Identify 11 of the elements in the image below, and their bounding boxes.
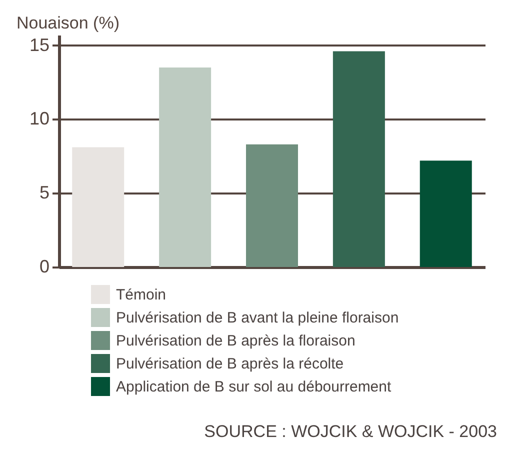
legend-label: Pulvérisation de B avant la pleine floraison <box>116 310 399 326</box>
source-note: SOURCE : WOJCIK & WOJCIK - 2003 <box>204 422 497 441</box>
y-tick-label: 10 <box>29 108 50 129</box>
legend-label: Pulvérisation de B après la récolte <box>116 356 344 372</box>
legend-label: Pulvérisation de B après la floraison <box>116 332 356 350</box>
y-tick-label: 15 <box>29 34 50 55</box>
legend-label: Application de B sur sol au débourrement <box>116 378 392 396</box>
y-axis-title: Nouaison (%) <box>16 14 120 32</box>
legend-label: Témoin <box>116 286 166 304</box>
y-tick-label: 0 <box>39 256 50 276</box>
y-tick-label: 5 <box>39 182 50 203</box>
